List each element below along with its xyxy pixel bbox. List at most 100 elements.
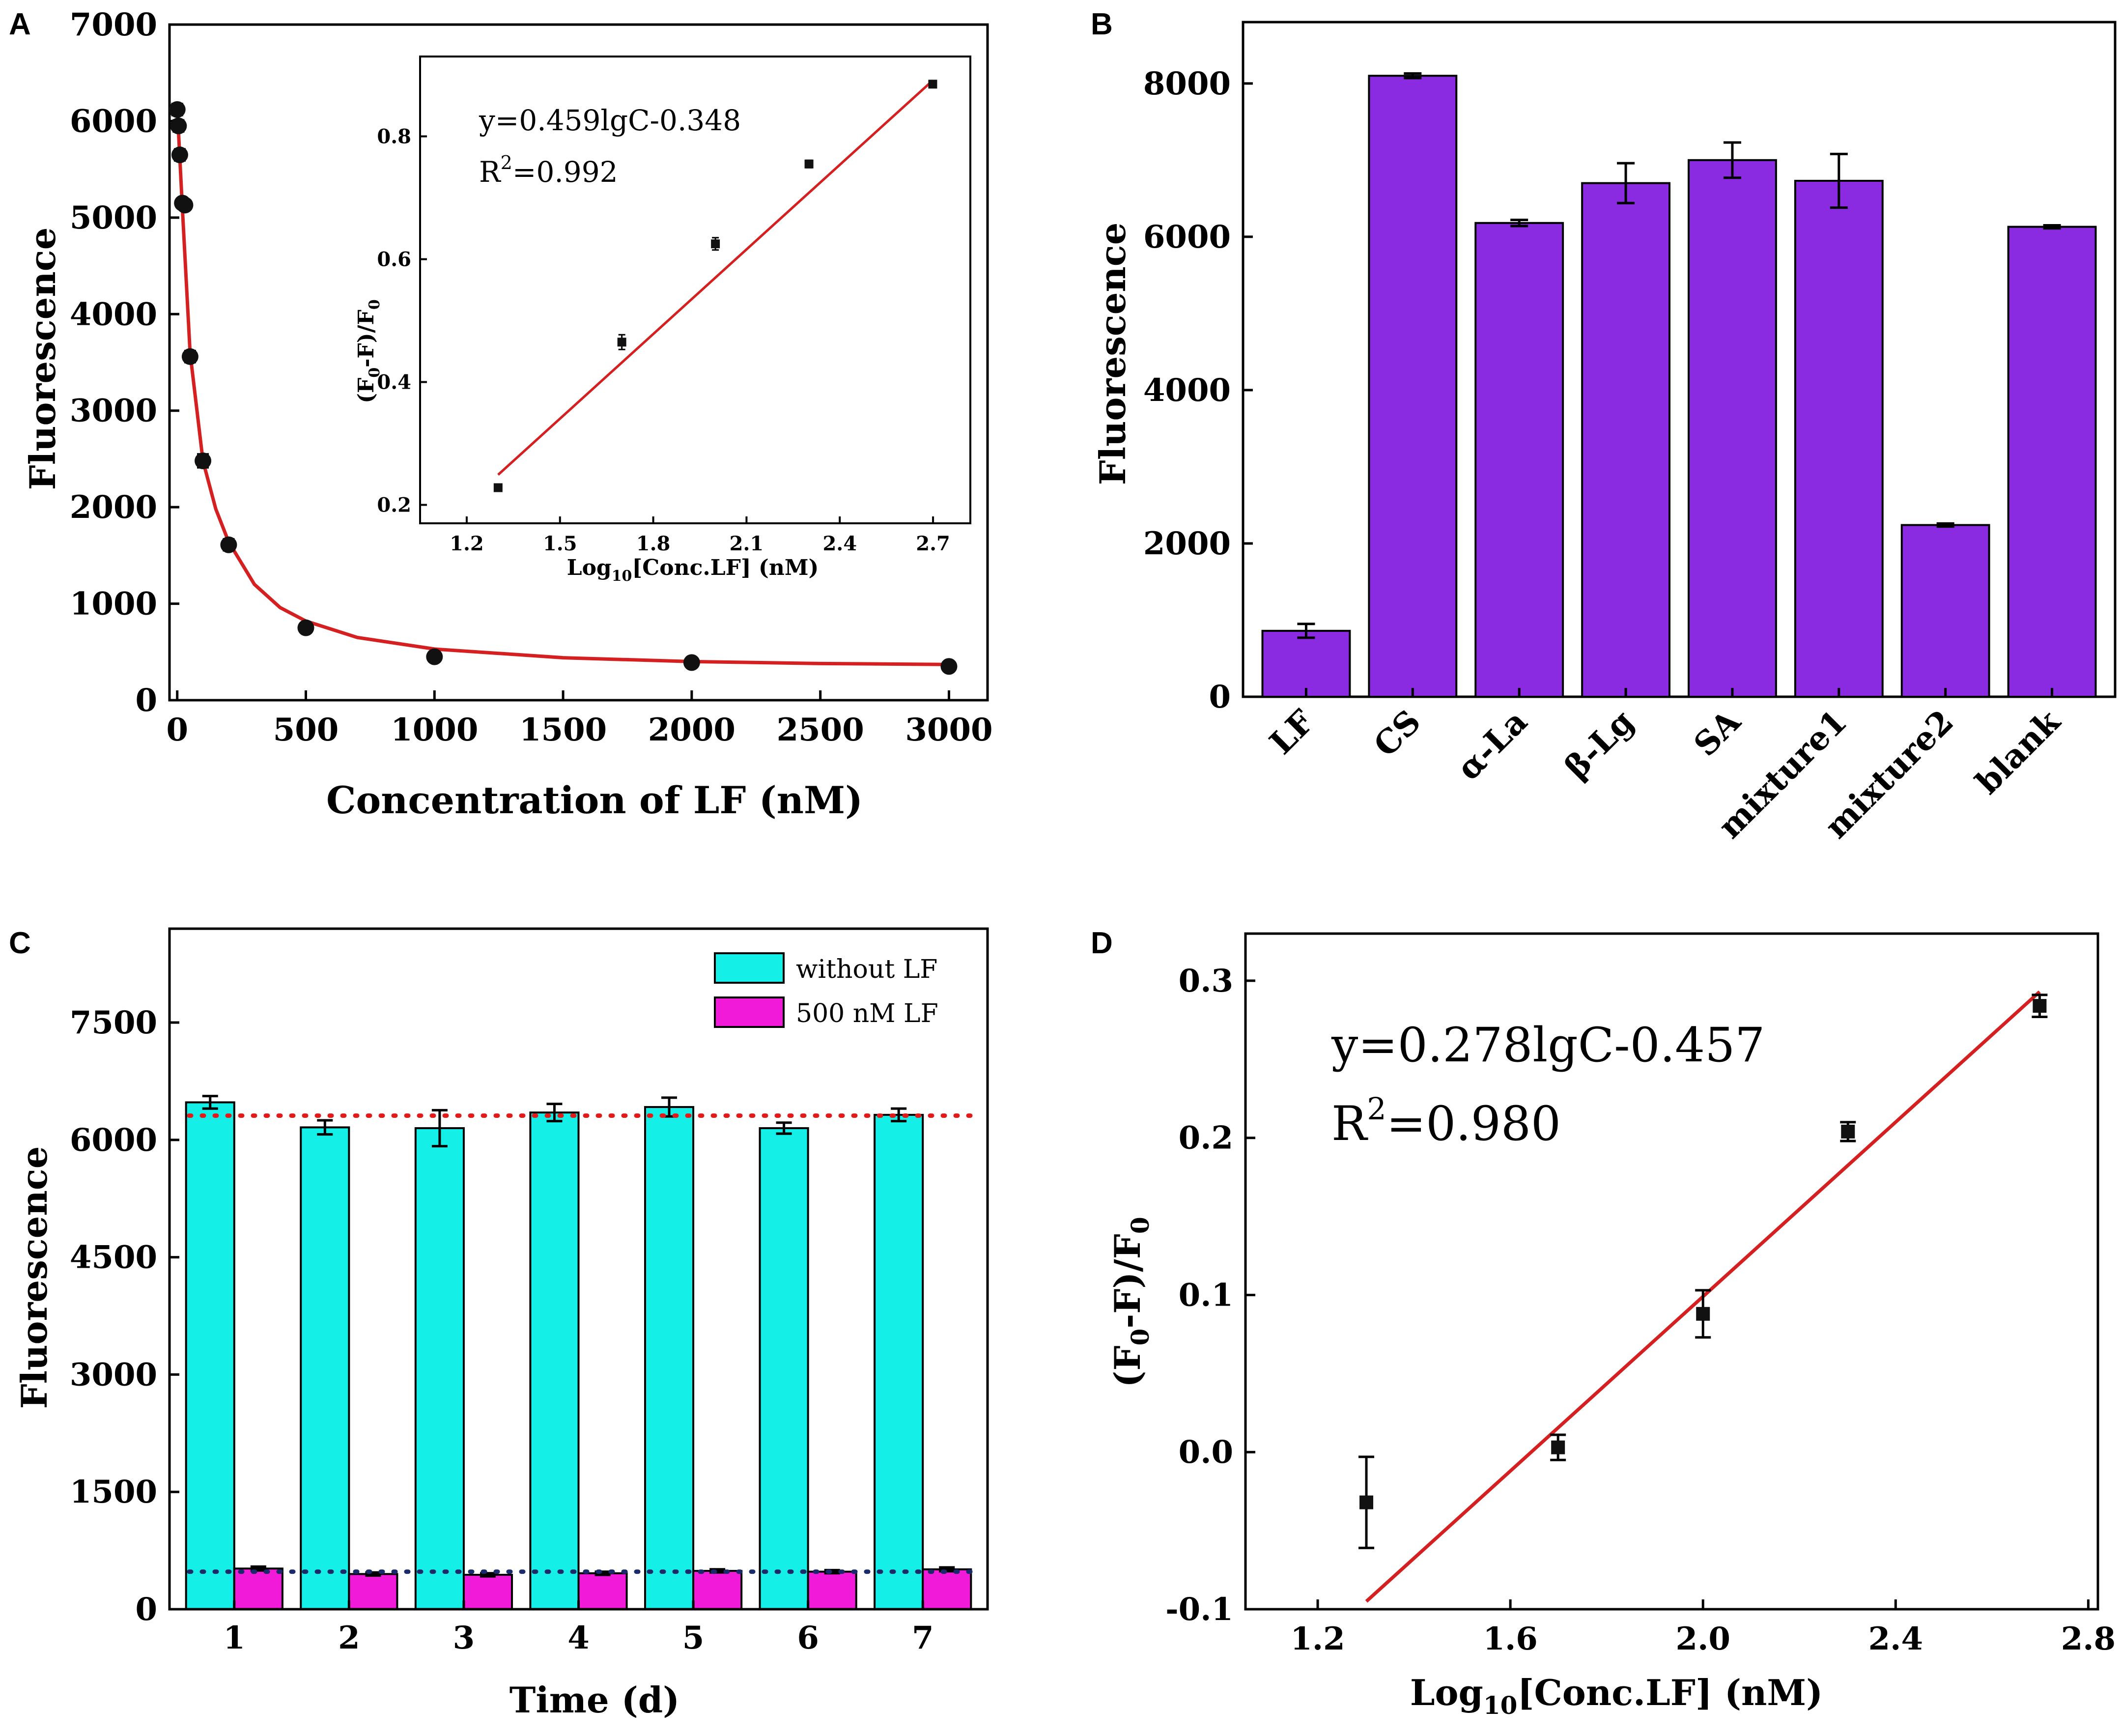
panel-c-xtick-label: 4	[567, 1620, 590, 1656]
panel-b-bar-6	[1900, 524, 1990, 698]
panel-a-data-point	[297, 619, 314, 636]
panel-c-xlabel: Time (d)	[509, 1679, 679, 1721]
panel-b-selectivity-bars: Fluorescence 0 2000 4000 6000 8000 LF CS α-La β-…	[1092, 21, 2117, 846]
inset-data-point	[928, 80, 937, 89]
panel-a-ytick-label: 5000	[70, 199, 157, 236]
panel-b-ytick-label: 4000	[1143, 372, 1231, 409]
panel-d-calibration: Log10[Conc.LF] (nM) (F0-F)/F0 y=0.278lgC…	[1106, 932, 2116, 1720]
panel-a-data-point	[170, 117, 187, 135]
panel-d-data-point	[1359, 1495, 1374, 1509]
inset-xtick-label: 1.2	[450, 532, 484, 555]
panel-b-bar-4	[1688, 159, 1777, 698]
panel-d-ylabel: (F0-F)/F0	[1106, 1217, 1155, 1387]
panel-d-ytick-label: 0.3	[1179, 963, 1233, 999]
panel-b-ytick-label: 2000	[1143, 525, 1231, 562]
legend-swatch-without-lf	[714, 952, 785, 984]
panel-letter-d: D	[1091, 926, 1113, 960]
panel-a-data-point	[195, 452, 212, 469]
panel-a-ytick-label: 0	[135, 682, 157, 719]
panel-b-bar-7	[2007, 226, 2097, 698]
panel-c-ytick-label: 4500	[70, 1239, 157, 1276]
panel-c-bar-without-lf-6	[874, 1113, 924, 1610]
inset-data-point	[617, 338, 626, 347]
panel-c-xtick-label: 5	[682, 1620, 705, 1656]
panel-d-plot-frame	[1244, 932, 2099, 1611]
panel-c-ytick-label: 0	[135, 1591, 157, 1628]
panel-a-ytick-label: 4000	[70, 296, 157, 333]
panel-b-category-label: β-Lg	[1557, 702, 1641, 786]
panel-c-bar-without-lf-2	[414, 1127, 465, 1610]
panel-c-bar-without-lf-4	[644, 1106, 695, 1611]
panel-c-stability-bars: Fluorescence Time (d) without LF 500 nM …	[13, 927, 989, 1721]
inset-xtick-label: 2.4	[822, 532, 857, 555]
panel-d-xtick-label: 2.4	[1868, 1621, 1923, 1657]
panel-a-inset: Log10[Conc.LF] (nM) (F0-F)/F0 y=0.459lgC…	[354, 56, 971, 585]
panel-c-xtick-label: 3	[453, 1620, 475, 1656]
panel-b-bar-3	[1581, 182, 1670, 698]
legend-label-500nm-lf: 500 nM LF	[796, 999, 938, 1028]
panel-d-data-point	[1841, 1124, 1855, 1138]
panel-a-data-point	[181, 348, 198, 365]
panel-b-ytick-label: 6000	[1143, 219, 1231, 256]
panel-c-ytick-label: 7500	[70, 1004, 157, 1041]
inset-ytick-label: 0.6	[377, 248, 411, 271]
panel-b-ylabel: Fluorescence	[1092, 223, 1133, 485]
panel-a-data-point	[940, 658, 958, 675]
panel-d-r-squared: R2=0.980	[1331, 1091, 1561, 1151]
panel-a-xlabel: Concentration of LF (nM)	[326, 778, 863, 822]
panel-letter-b: B	[1091, 7, 1113, 41]
inset-fit-line	[497, 79, 934, 476]
inset-xtick-label: 1.5	[543, 532, 577, 555]
panel-d-data-point	[2033, 999, 2047, 1013]
inset-xtick-label: 2.7	[916, 532, 950, 555]
panel-c-ylabel: Fluorescence	[13, 1146, 55, 1409]
panel-c-bar-500nm-lf-0	[233, 1567, 283, 1611]
panel-c-bar-500nm-lf-4	[692, 1569, 743, 1610]
panel-d-xtick-label: 2.8	[2061, 1621, 2116, 1657]
panel-d-xtick-label: 2.0	[1676, 1621, 1730, 1657]
panel-c-bar-without-lf-0	[185, 1101, 235, 1610]
panel-a-fluorescence-vs-concentration: Fluorescence Concentration of LF (nM) Lo…	[22, 6, 993, 822]
panel-b-category-label: α-La	[1449, 702, 1534, 787]
panel-a-xtick-label: 1000	[391, 711, 478, 748]
panel-c-xtick-label: 1	[224, 1620, 246, 1656]
legend-swatch-500nm-lf	[714, 996, 785, 1028]
panel-d-data-point	[1551, 1440, 1565, 1454]
panel-d-equation: y=0.278lgC-0.457	[1331, 1018, 1765, 1073]
panel-c-bar-500nm-lf-1	[348, 1573, 398, 1610]
panel-d-xlabel: Log10[Conc.LF] (nM)	[1410, 1672, 1823, 1720]
panel-c-ytick-label: 6000	[70, 1122, 157, 1159]
panel-a-xtick-label: 500	[273, 711, 339, 748]
panel-c-xtick-label: 7	[912, 1620, 934, 1656]
inset-data-point	[711, 239, 720, 249]
panel-d-ytick-label: 0.2	[1179, 1120, 1233, 1157]
panel-c-ytick-label: 1500	[70, 1474, 157, 1510]
panel-letter-a: A	[9, 7, 31, 41]
panel-c-bar-500nm-lf-5	[807, 1570, 857, 1610]
inset-r-squared: R2=0.992	[479, 152, 618, 189]
panel-a-ytick-label: 6000	[70, 103, 157, 140]
panel-b-bar-1	[1368, 75, 1458, 698]
panel-a-plot-frame	[168, 23, 989, 702]
inset-ytick-label: 0.4	[377, 371, 411, 394]
panel-b-category-label: CS	[1366, 702, 1428, 764]
inset-ylabel: (F0-F)/F0	[354, 299, 383, 403]
inset-xtick-label: 1.8	[636, 532, 671, 555]
panel-b-category-label: blank	[1968, 702, 2068, 801]
panel-a-ytick-label: 1000	[70, 586, 157, 623]
legend-label-without-lf: without LF	[796, 955, 937, 984]
panel-b-bar-2	[1474, 222, 1564, 698]
panel-d-ytick-label: 0.0	[1179, 1434, 1233, 1471]
panel-b-category-label: SA	[1686, 702, 1748, 764]
panel-c-xtick-label: 2	[338, 1620, 360, 1656]
panel-a-ytick-label: 3000	[70, 393, 157, 429]
panel-b-ytick-label: 0	[1209, 679, 1231, 715]
panel-a-ylabel: Fluorescence	[22, 228, 63, 490]
inset-equation: y=0.459lgC-0.348	[479, 104, 741, 137]
panel-c-xtick-label: 6	[797, 1620, 819, 1656]
panel-d-xtick-label: 1.2	[1290, 1621, 1345, 1657]
panel-c-bar-without-lf-1	[300, 1126, 350, 1610]
panel-a-data-point	[426, 648, 443, 665]
panel-d-data-point	[1696, 1307, 1710, 1321]
panel-a-xtick-label: 0	[166, 711, 188, 748]
